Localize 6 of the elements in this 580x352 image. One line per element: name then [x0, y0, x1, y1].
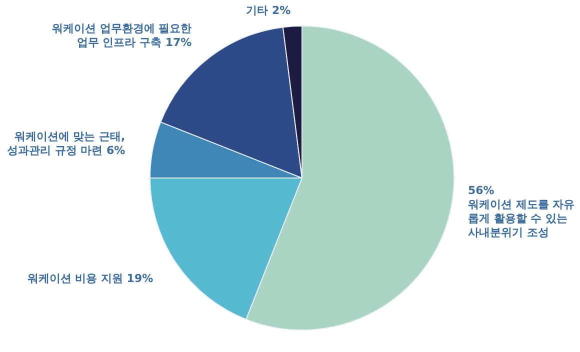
data-label: 56%: [468, 184, 494, 197]
slice-label: 워케이션 제도를 자유롭게 활용할 수 있는 사내분위기 조성: [468, 198, 575, 239]
slice-label: 기타 2%: [246, 4, 291, 18]
slice-label: 워케이션 업무환경에 필요한 업무 인프라 구축 17%: [51, 22, 192, 50]
slice-label: 워케이션 비용 지원 19%: [27, 272, 154, 286]
slice-label: 워케이션에 맞는 근태, 성과관리 규정 마련 6%: [6, 130, 126, 158]
